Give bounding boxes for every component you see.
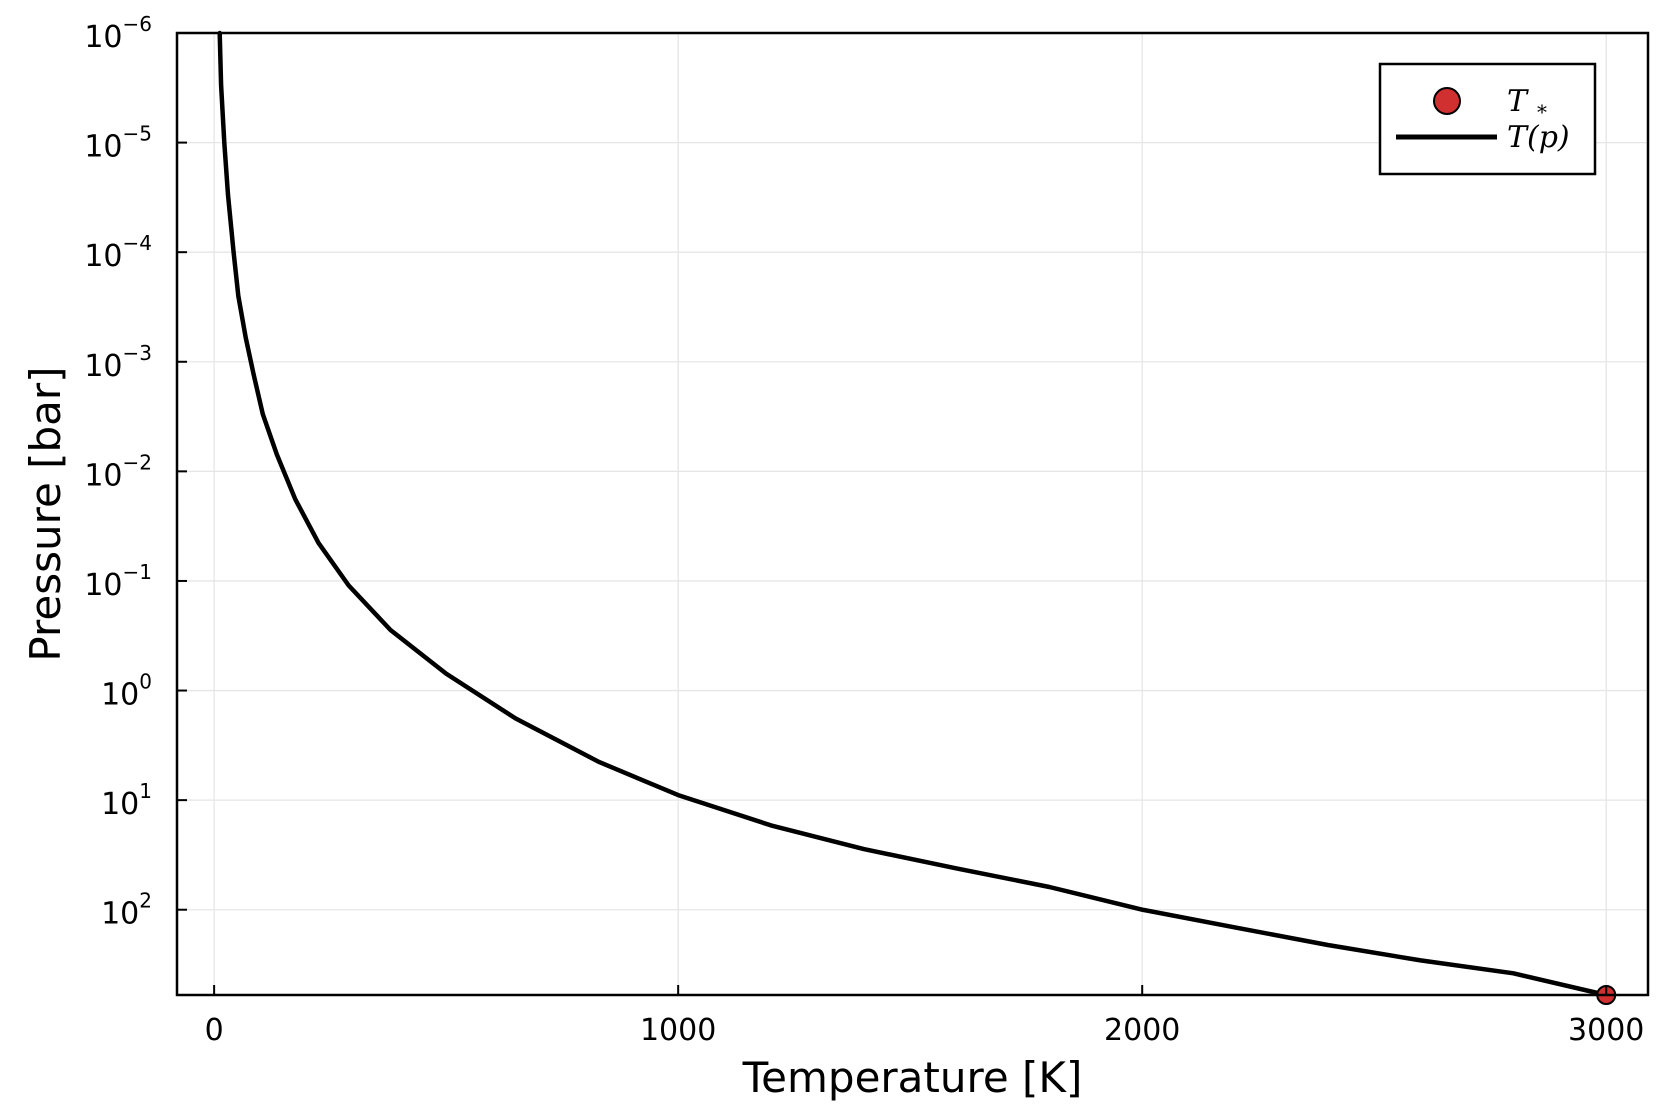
y-tick-label: 10−5 <box>84 122 152 165</box>
legend-label: T * <box>1507 84 1547 124</box>
x-tick-label: 3000 <box>1568 1013 1644 1048</box>
x-axis-label: Temperature [K] <box>742 1053 1083 1102</box>
plot-frame <box>175 31 1650 997</box>
series-line-tp <box>217 30 1609 998</box>
y-tick-label: 10−1 <box>84 560 152 603</box>
grid-lines <box>177 32 1648 995</box>
x-tick-label: 2000 <box>1104 1013 1180 1048</box>
axis-ticks: 0 1000 2000 3000 10−6 10−5 10−4 10−3 10−2 10−1 100… <box>84 12 1644 1048</box>
y-tick-label: 10−3 <box>84 341 152 384</box>
legend-label: T(p) <box>1507 120 1570 155</box>
y-tick-label: 10−6 <box>84 12 152 55</box>
x-tick-label: 0 <box>205 1013 224 1048</box>
legend-box <box>1378 62 1597 176</box>
legend: T *T(p) <box>1378 62 1597 176</box>
y-tick-label: 100 <box>101 670 152 713</box>
y-tick-label: 102 <box>101 889 152 932</box>
y-tick-label: 10−2 <box>84 450 152 493</box>
x-tick-label: 1000 <box>640 1013 716 1048</box>
y-tick-label: 10−4 <box>84 231 152 274</box>
y-tick-label: 101 <box>101 779 152 822</box>
legend-marker-circle <box>1433 87 1461 115</box>
y-axis-label: Pressure [bar] <box>21 366 70 661</box>
